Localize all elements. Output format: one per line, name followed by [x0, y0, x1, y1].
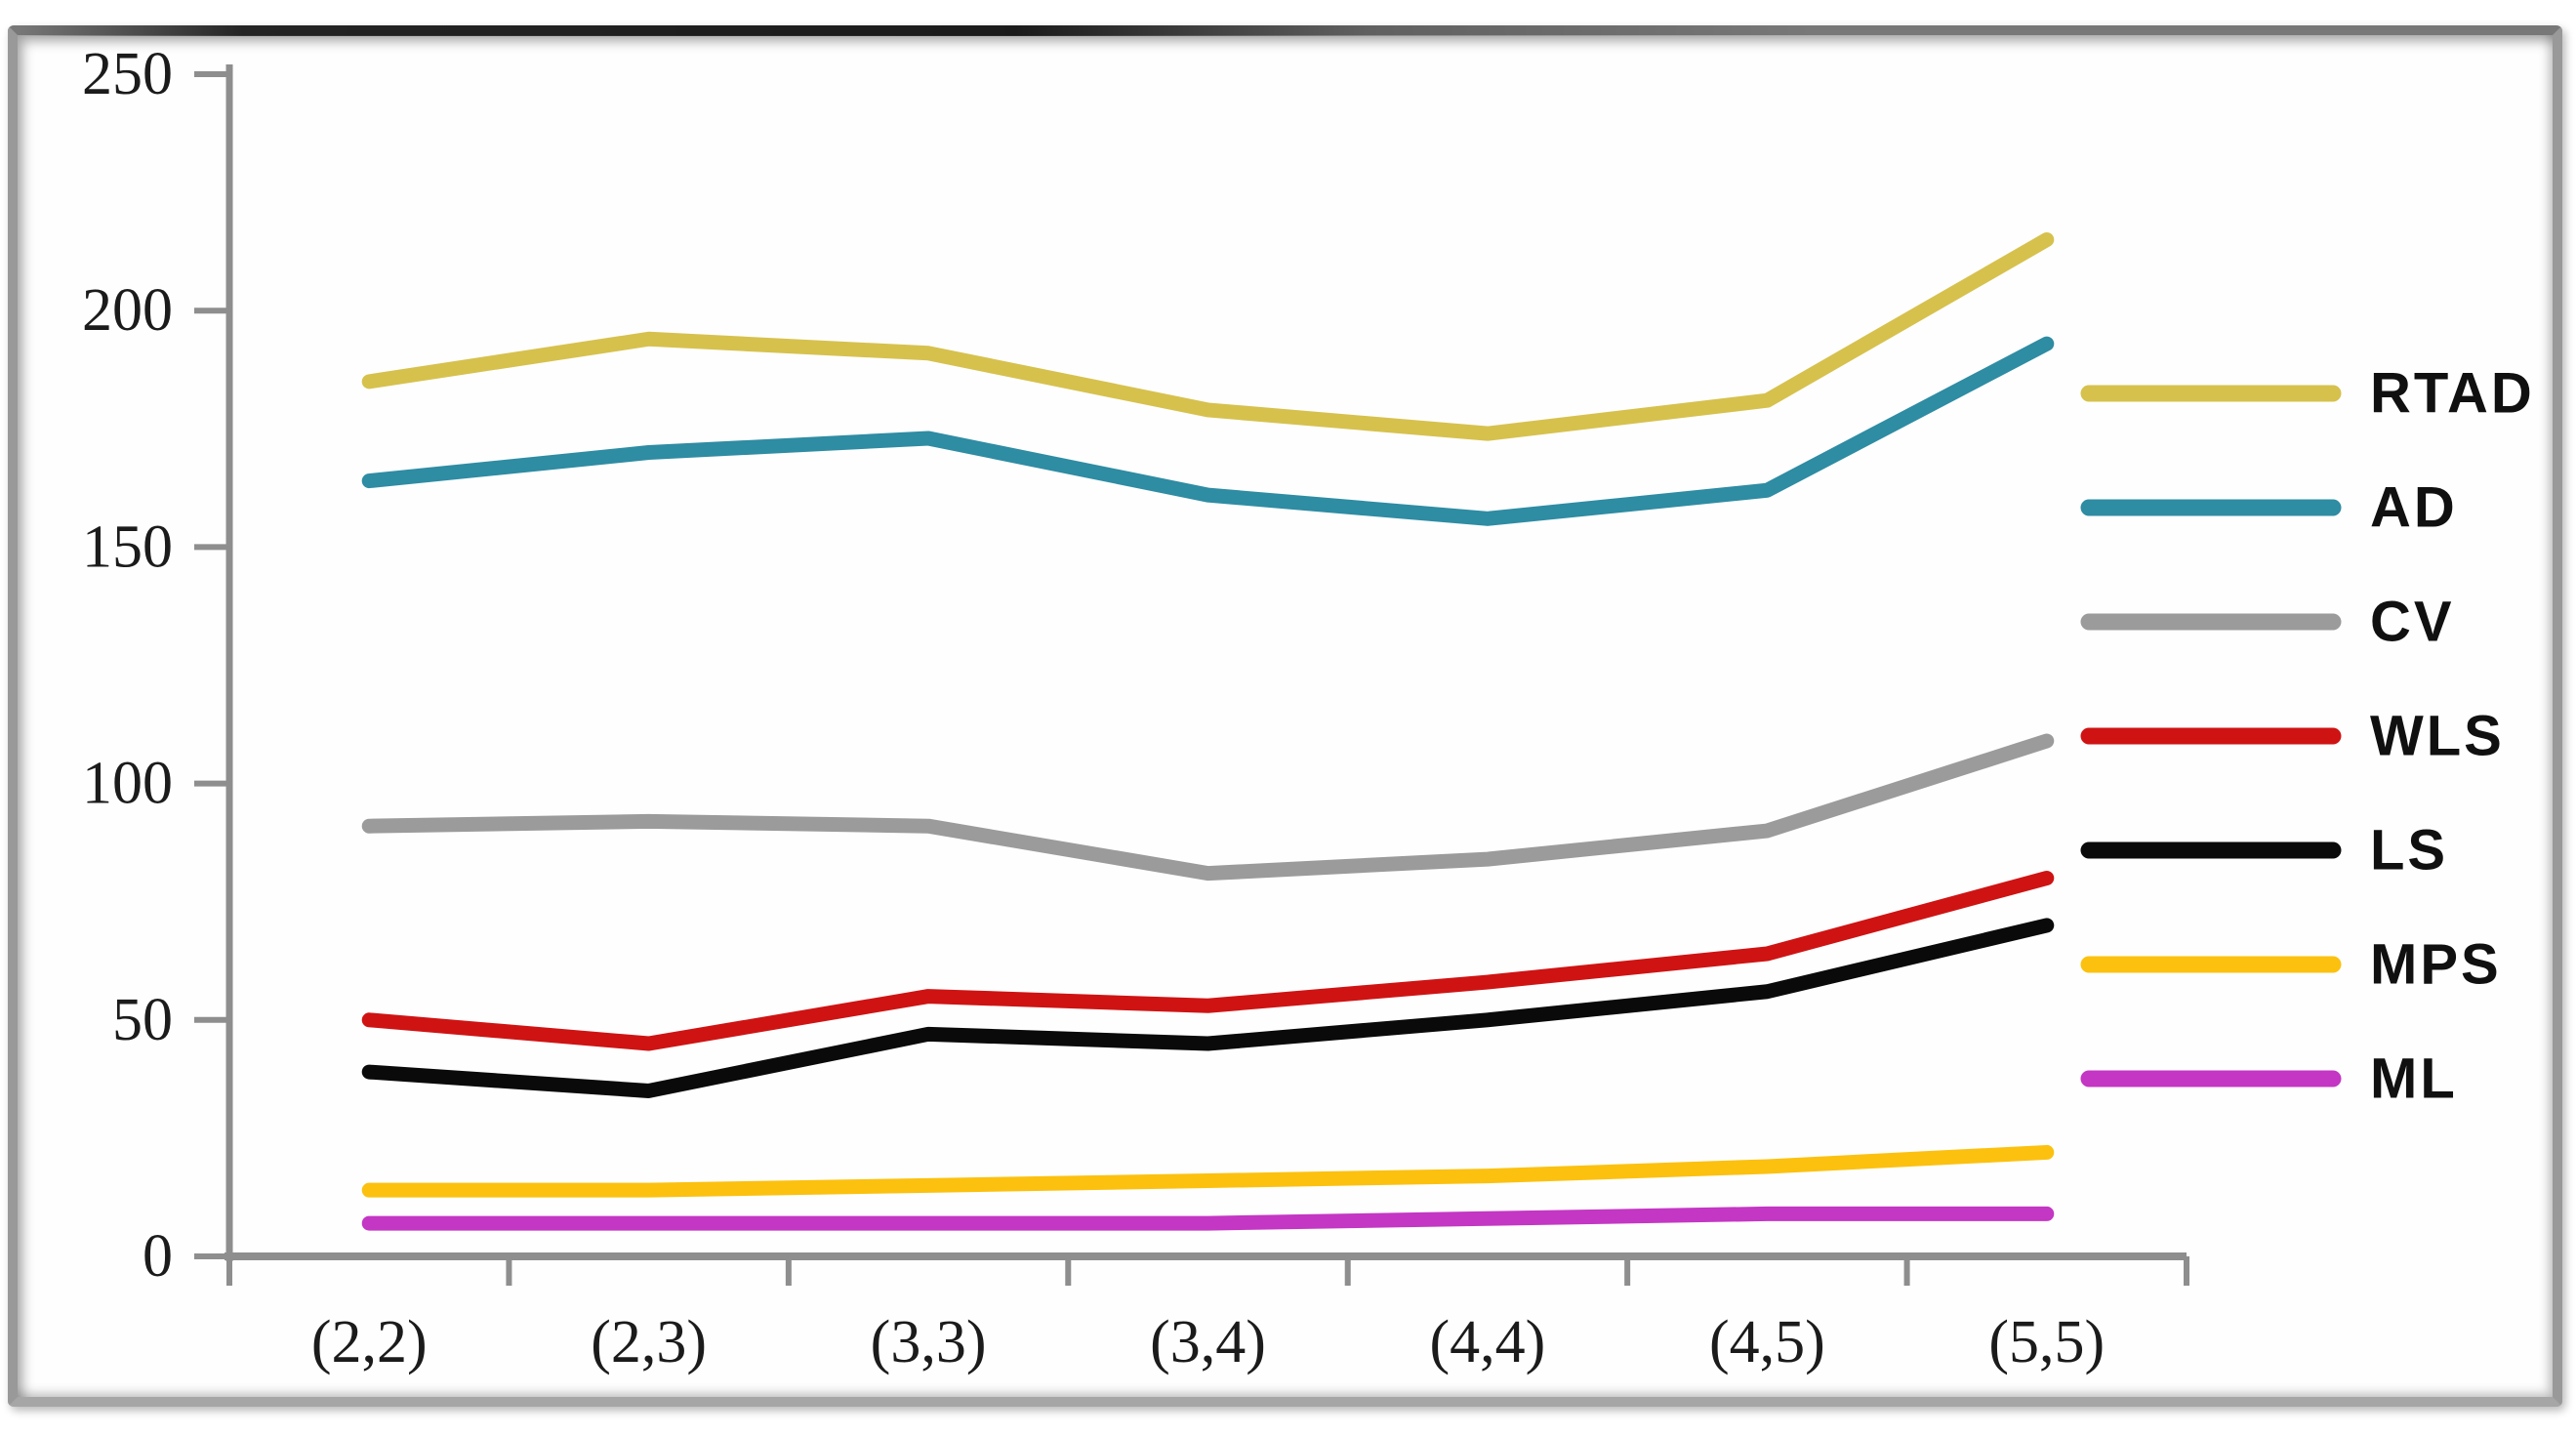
x-tick-label: (4,5)	[1709, 1309, 1825, 1375]
series-line-ad	[361, 336, 2055, 526]
series-line-rtad	[361, 232, 2055, 441]
x-tick-label: (5,5)	[1988, 1309, 2105, 1375]
legend-label-mps: MPS	[2370, 933, 2502, 997]
series-line-mps	[361, 1144, 2055, 1198]
x-tick-label: (3,4)	[1150, 1309, 1266, 1375]
legend-label-wls: WLS	[2370, 705, 2505, 768]
legend-label-ml: ML	[2370, 1047, 2458, 1111]
series-line-cv	[361, 733, 2055, 882]
y-tick-label: 50	[112, 987, 173, 1053]
x-tick-label: (4,4)	[1430, 1309, 1546, 1375]
legend-label-ad: AD	[2370, 476, 2458, 540]
x-tick-label: (2,3)	[591, 1309, 707, 1375]
x-tick-label: (2,2)	[311, 1309, 428, 1375]
y-tick-label: 0	[143, 1223, 173, 1290]
legend-label-cv: CV	[2370, 591, 2455, 654]
x-tick-label: (3,3)	[871, 1309, 987, 1375]
y-tick-label: 100	[82, 751, 173, 817]
y-tick-label: 200	[82, 277, 173, 344]
series-line-ml	[361, 1206, 2055, 1231]
legend-label-ls: LS	[2370, 819, 2448, 882]
series-line-wls	[361, 870, 2055, 1051]
legend-label-rtad: RTAD	[2370, 362, 2535, 426]
y-tick-label: 250	[82, 41, 173, 107]
y-tick-label: 150	[82, 513, 173, 580]
series-line-ls	[361, 918, 2055, 1098]
